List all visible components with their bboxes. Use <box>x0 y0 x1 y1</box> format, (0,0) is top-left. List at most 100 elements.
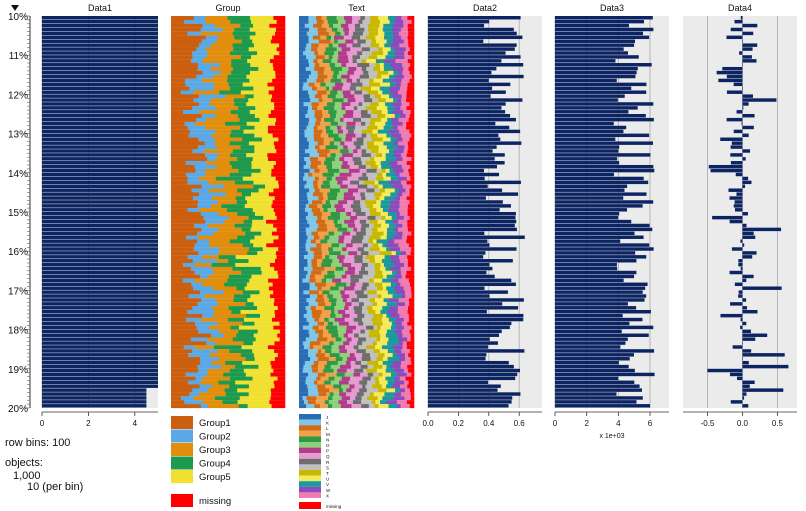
segment-text <box>337 360 347 365</box>
segment-group <box>198 251 219 256</box>
segment-text <box>361 396 368 401</box>
segment-text <box>354 161 363 166</box>
segment-text <box>387 380 395 385</box>
segment-group <box>232 337 256 342</box>
segment-text <box>390 313 400 318</box>
segment-text <box>363 368 367 373</box>
segment-text <box>312 86 318 91</box>
segment-text <box>325 219 335 224</box>
segment-text <box>299 117 310 122</box>
segment-text <box>299 392 309 397</box>
segment-text <box>408 39 415 44</box>
segment-text <box>346 78 353 83</box>
segment-group <box>276 215 286 220</box>
segment-text <box>333 219 338 224</box>
segment-text <box>398 219 408 224</box>
segment-text <box>351 298 360 303</box>
segment-text <box>308 121 316 126</box>
segment-text <box>379 266 386 271</box>
segment-group <box>171 215 204 220</box>
segment-text <box>383 298 390 303</box>
segment-text <box>322 345 332 350</box>
segment-text <box>369 392 374 397</box>
legend-label: J <box>326 415 328 420</box>
segment-text <box>328 31 336 36</box>
bar-data4 <box>742 180 752 185</box>
bar-data1 <box>42 63 158 67</box>
segment-group <box>229 133 255 138</box>
segment-group <box>251 55 275 60</box>
segment-text <box>384 392 395 397</box>
segment-text <box>338 70 348 75</box>
segment-text <box>308 392 319 397</box>
segment-text <box>407 227 415 232</box>
segment-text <box>351 388 360 393</box>
segment-text <box>327 74 333 79</box>
segment-text <box>344 306 349 311</box>
segment-group <box>171 357 201 362</box>
legend-label: L <box>326 426 329 431</box>
segment-text <box>344 235 353 240</box>
segment-text <box>343 341 350 346</box>
segment-text <box>352 43 361 48</box>
segment-text <box>299 70 312 75</box>
segment-text <box>410 164 415 169</box>
segment-text <box>323 137 335 142</box>
segment-text <box>360 192 366 197</box>
segment-text <box>375 161 381 166</box>
segment-text <box>321 262 332 267</box>
segment-text <box>376 357 384 362</box>
bar-data2 <box>428 31 517 36</box>
legend-label: U <box>326 477 329 482</box>
bar-data3 <box>555 294 647 298</box>
bar-data1 <box>42 310 158 314</box>
bar-data1 <box>42 19 158 24</box>
segment-group <box>271 364 286 369</box>
segment-group <box>213 270 242 275</box>
segment-text <box>383 141 394 146</box>
bar-data2 <box>428 235 525 239</box>
segment-text <box>352 153 362 158</box>
bar-data3 <box>555 290 643 294</box>
segment-text <box>388 337 400 342</box>
segment-group <box>242 137 263 142</box>
segment-text <box>320 376 329 381</box>
segment-group <box>221 204 246 209</box>
legend-label: Group4 <box>199 459 231 470</box>
bar-data2 <box>428 16 521 20</box>
segment-group <box>171 157 208 162</box>
segment-text <box>327 94 337 99</box>
segment-text <box>341 384 350 389</box>
segment-group <box>183 19 206 24</box>
segment-text <box>409 137 415 142</box>
segment-group <box>273 239 286 244</box>
segment-text <box>347 55 353 60</box>
bar-data2 <box>428 223 515 228</box>
segment-group <box>237 235 255 240</box>
segment-text <box>328 317 335 322</box>
segment-text <box>326 16 337 21</box>
segment-text <box>399 204 409 209</box>
bar-data1 <box>42 94 158 98</box>
segment-group <box>219 63 232 68</box>
bar-data3 <box>555 86 632 91</box>
segment-text <box>328 55 333 60</box>
segment-text <box>360 16 366 21</box>
segment-text <box>372 384 383 389</box>
segment-text <box>361 360 368 365</box>
segment-text <box>339 157 345 162</box>
segment-group <box>258 364 272 369</box>
segment-group <box>209 353 242 358</box>
segment-group <box>171 262 184 267</box>
segment-text <box>306 31 319 36</box>
bar-data4 <box>740 239 743 243</box>
bar-data4 <box>742 286 782 290</box>
segment-text <box>378 47 383 52</box>
segment-text <box>374 180 379 185</box>
segment-text <box>389 161 398 166</box>
segment-text <box>299 35 309 40</box>
segment-text <box>299 145 309 150</box>
segment-group <box>206 161 231 166</box>
segment-text <box>389 19 395 24</box>
segment-text <box>308 141 319 146</box>
